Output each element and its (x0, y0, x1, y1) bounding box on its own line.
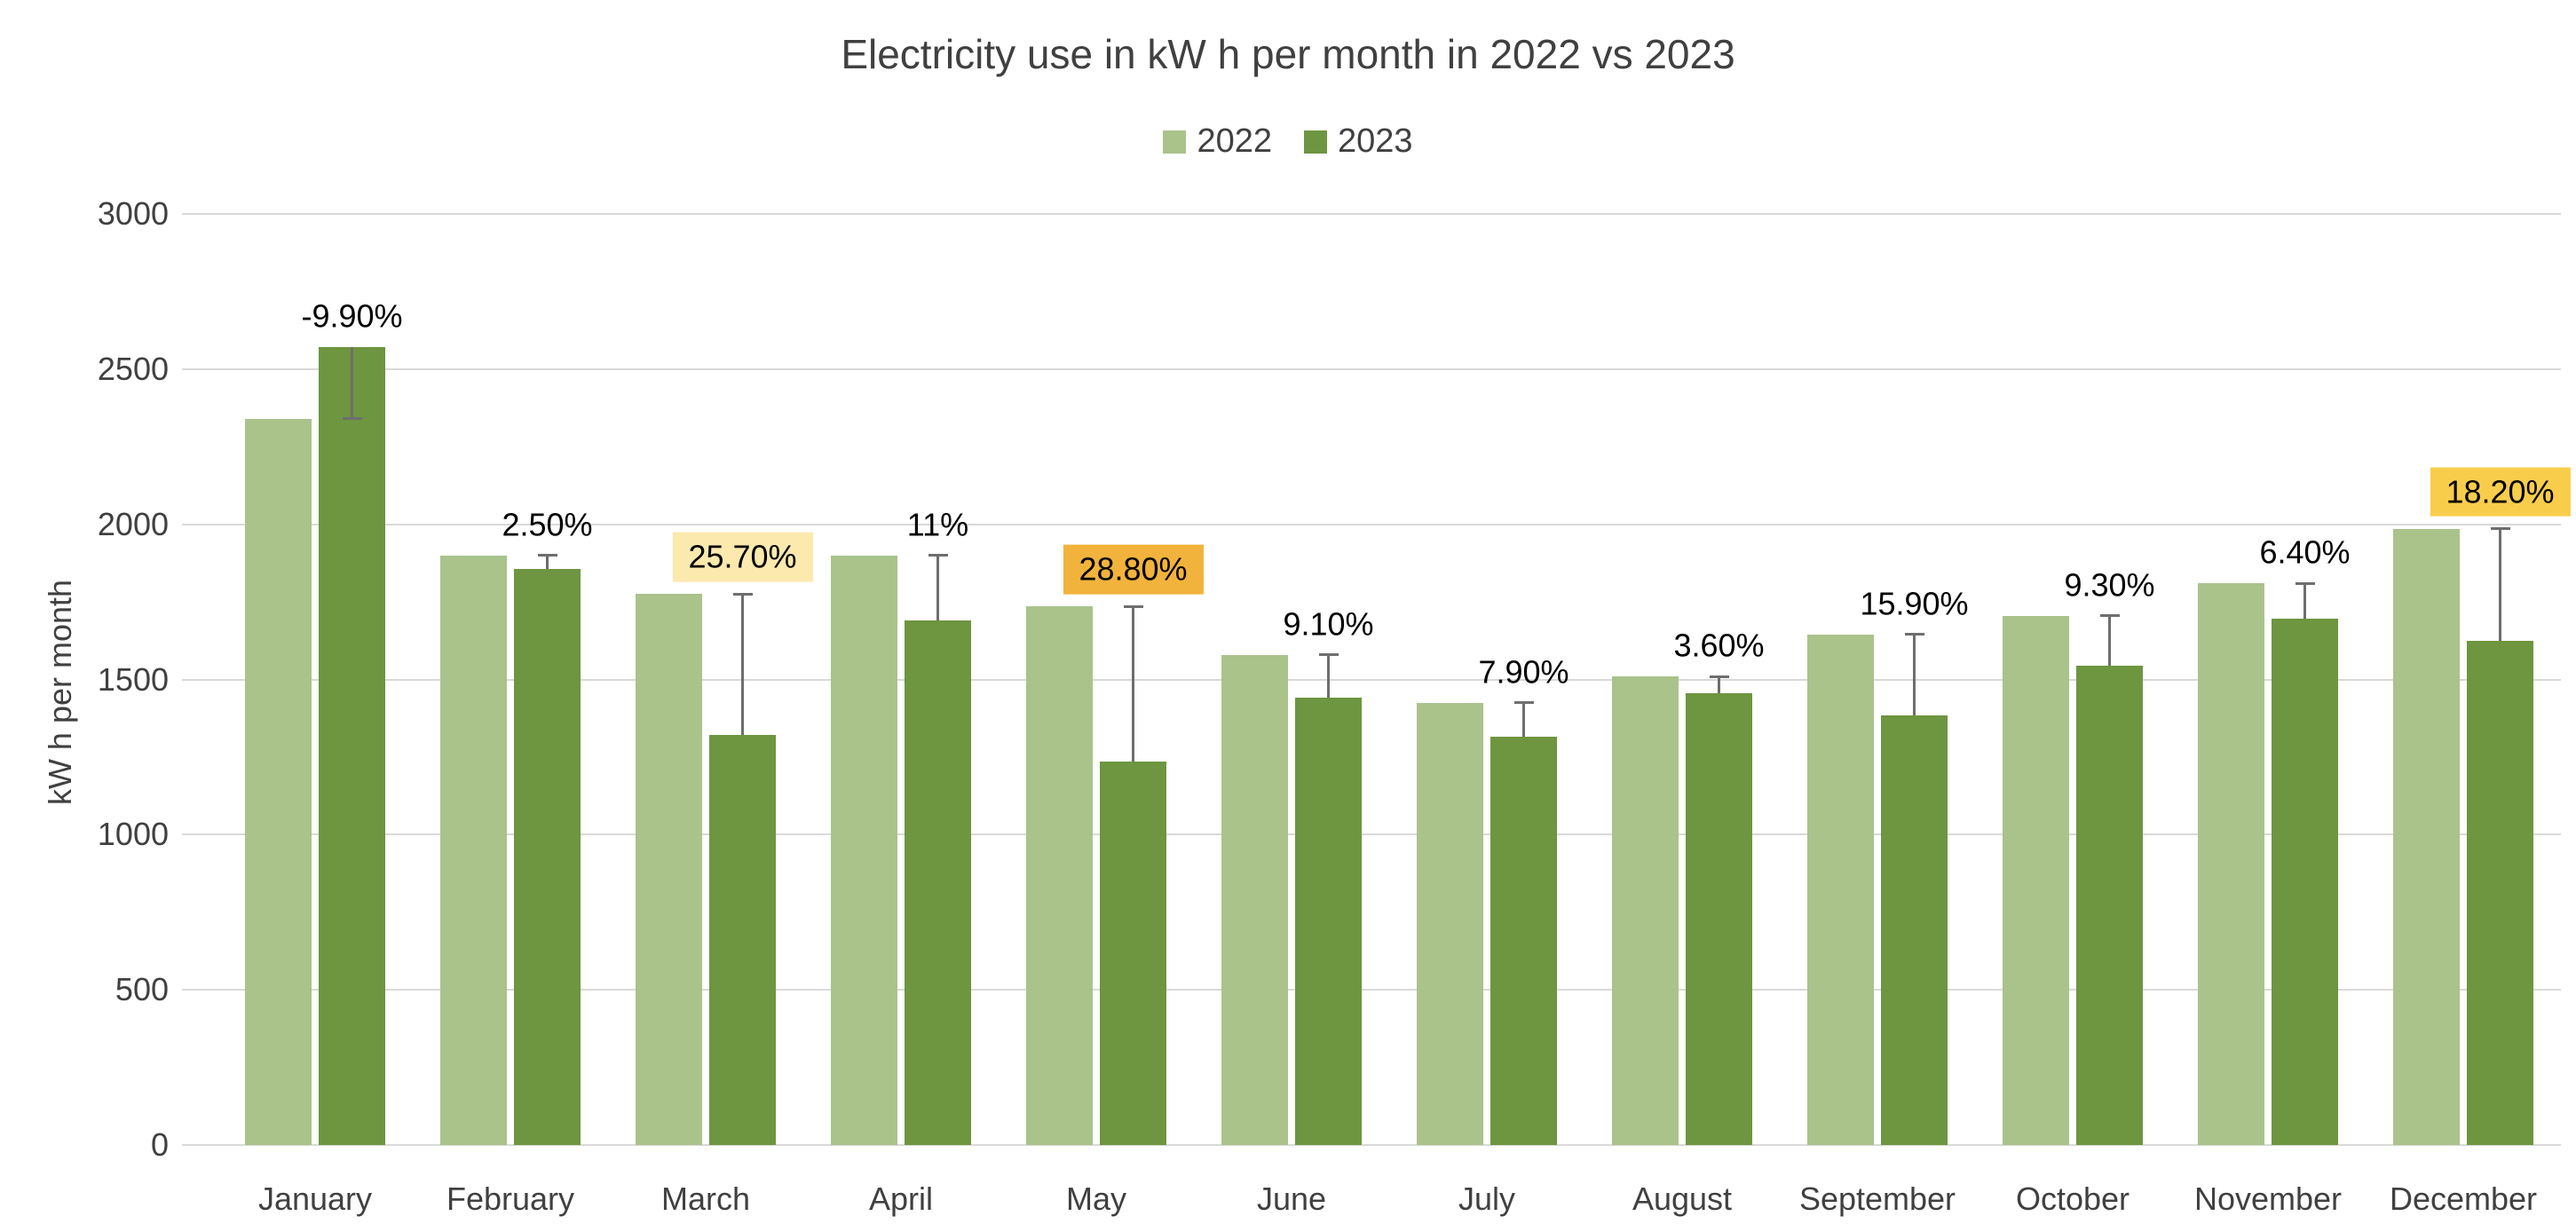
gridline (182, 678, 2561, 681)
bar-2022-june (1221, 654, 1288, 1145)
legend: 2022 2023 (0, 122, 2576, 161)
legend-swatch-2022 (1163, 130, 1187, 154)
bar-2022-august (1612, 676, 1679, 1145)
x-axis-label-march: March (660, 1181, 751, 1217)
x-axis-label-june: June (1256, 1181, 1327, 1217)
change-label-september: 15.90% (1860, 585, 1969, 622)
y-axis-tick-label: 500 (115, 971, 169, 1008)
error-bar-cap-september (1904, 633, 1924, 636)
error-bar-january (351, 347, 353, 419)
x-axis-label-may: May (1065, 1181, 1126, 1217)
gridline (182, 213, 2561, 215)
error-bar-cap-february (537, 554, 557, 557)
bar-2022-september (1807, 634, 1874, 1145)
error-bar-september (1913, 634, 1916, 715)
bar-2023-november (2272, 619, 2338, 1145)
bar-2022-july (1417, 702, 1483, 1145)
error-bar-november (2303, 583, 2306, 620)
error-bar-october (2108, 615, 2111, 666)
error-bar-may (1132, 606, 1134, 762)
legend-swatch-2023 (1304, 130, 1327, 154)
error-bar-cap-december (2490, 527, 2510, 531)
y-axis-tick-label: 2000 (97, 505, 169, 542)
bar-2022-february (440, 555, 507, 1145)
bar-2022-march (636, 594, 702, 1145)
x-axis-label-november: November (2193, 1181, 2343, 1217)
x-axis-label-october: October (2015, 1181, 2130, 1217)
legend-label-2022: 2022 (1197, 122, 1272, 160)
x-axis-label-december: December (2389, 1181, 2538, 1217)
error-bar-cap-march (732, 592, 753, 596)
error-bar-december (2499, 528, 2501, 641)
bar-2023-december (2467, 640, 2533, 1145)
change-label-december: 18.20% (2430, 467, 2571, 517)
gridline (182, 833, 2561, 836)
y-axis-tick-label: 1000 (97, 816, 169, 853)
change-label-november: 6.40% (2259, 533, 2351, 571)
error-bar-cap-october (2099, 614, 2120, 618)
error-bar-march (741, 594, 744, 736)
change-label-may: 28.80% (1063, 544, 1204, 595)
legend-item-2023: 2023 (1304, 122, 1413, 161)
bar-2023-july (1490, 737, 1557, 1145)
bar-2022-december (2393, 528, 2460, 1145)
error-bar-cap-april (928, 554, 948, 557)
y-axis-tick-label: 3000 (97, 195, 169, 232)
change-label-january: -9.90% (301, 297, 403, 335)
y-axis-tick-label: 2500 (97, 350, 169, 387)
bar-2022-november (2198, 583, 2264, 1145)
legend-item-2022: 2022 (1163, 122, 1272, 161)
bar-2022-january (245, 418, 312, 1145)
error-bar-cap-november (2295, 581, 2315, 585)
error-bar-cap-june (1318, 653, 1339, 657)
change-label-october: 9.30% (2064, 566, 2155, 604)
bar-2022-april (831, 555, 897, 1145)
change-label-february: 2.50% (502, 506, 593, 543)
change-label-august: 3.60% (1673, 627, 1765, 664)
bar-2022-may (1026, 606, 1093, 1145)
bar-2023-june (1295, 698, 1362, 1145)
bar-2023-april (905, 620, 971, 1145)
y-axis-tick-label: 0 (150, 1126, 169, 1163)
bar-2023-september (1881, 715, 1948, 1145)
bar-2023-august (1686, 693, 1752, 1145)
y-axis-tick-label: 1500 (97, 660, 169, 698)
gridline (182, 367, 2561, 370)
change-label-june: 9.10% (1283, 605, 1374, 643)
bar-2023-march (709, 735, 776, 1145)
x-axis-label-july: July (1458, 1181, 1516, 1217)
change-label-march: 25.70% (672, 532, 813, 582)
error-bar-july (1522, 702, 1525, 738)
bar-2023-october (2076, 665, 2143, 1145)
chart-title: Electricity use in kW h per month in 202… (841, 31, 1735, 77)
change-label-april: 11% (906, 506, 969, 543)
error-bar-june (1327, 654, 1330, 699)
bar-2023-may (1100, 762, 1166, 1145)
error-bar-cap-july (1513, 701, 1534, 705)
x-axis-label-september: September (1798, 1181, 1956, 1217)
legend-label-2023: 2023 (1338, 122, 1413, 160)
bar-2022-october (2003, 615, 2069, 1145)
gridline (182, 1144, 2561, 1146)
bar-2023-february (514, 569, 581, 1145)
error-bar-cap-may (1123, 604, 1143, 608)
change-label-july: 7.90% (1478, 653, 1569, 691)
bar-2023-january (319, 347, 385, 1145)
x-axis-label-january: January (257, 1181, 373, 1217)
x-axis-label-august: August (1632, 1181, 1733, 1217)
gridline (182, 989, 2561, 991)
error-bar-february (546, 555, 549, 570)
x-axis-label-february: February (446, 1181, 575, 1217)
error-bar-cap-august (1709, 675, 1729, 678)
gridline (182, 523, 2561, 525)
error-bar-april (936, 555, 939, 621)
error-bar-cap-january (342, 417, 362, 421)
x-axis-label-april: April (868, 1181, 934, 1217)
error-bar-august (1718, 676, 1720, 694)
